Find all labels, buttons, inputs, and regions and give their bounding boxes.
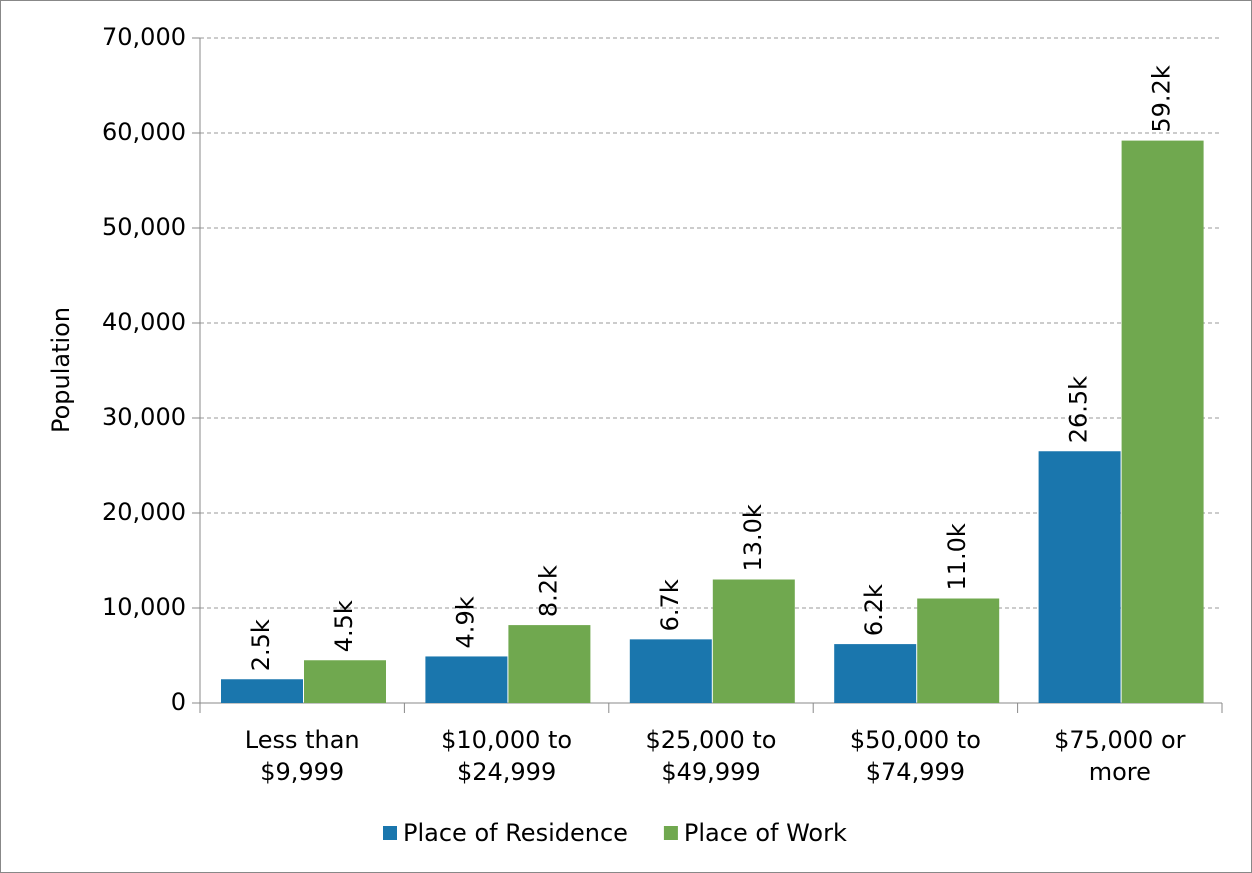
data-label: 2.5k (247, 619, 275, 671)
y-tick-label: 0 (171, 688, 186, 716)
data-label: 26.5k (1065, 376, 1093, 443)
x-tick-label: $75,000 or more (1054, 726, 1186, 786)
legend-swatch (663, 826, 678, 840)
data-label: 4.9k (451, 596, 479, 648)
x-tick-label: $25,000 to $49,999 (646, 726, 777, 786)
bar (508, 625, 591, 703)
data-label: 59.2k (1148, 65, 1176, 132)
bar (917, 598, 1000, 703)
legend-label: Place of Work (684, 819, 847, 847)
y-tick-label: 10,000 (102, 593, 186, 621)
y-axis-title: Population (47, 307, 75, 433)
bar (629, 639, 712, 703)
y-tick-label: 60,000 (102, 118, 186, 146)
legend-label: Place of Residence (403, 819, 628, 847)
bar (304, 660, 386, 703)
bar (834, 644, 917, 703)
x-tick-label: Less than $9,999 (245, 726, 360, 786)
data-label: 6.2k (860, 584, 888, 636)
y-tick-label: 40,000 (102, 308, 186, 336)
y-tick-label: 30,000 (102, 403, 186, 431)
data-label: 11.0k (943, 523, 971, 590)
bar (221, 679, 303, 703)
y-tick-label: 70,000 (102, 23, 186, 51)
bar (712, 579, 795, 703)
data-label: 8.2k (534, 565, 562, 617)
y-tick-label: 50,000 (102, 213, 186, 241)
data-label: 4.5k (330, 600, 358, 652)
bar (1121, 140, 1204, 704)
data-label: 6.7k (656, 579, 684, 631)
x-tick-label: $10,000 to $24,999 (441, 726, 572, 786)
y-tick-label: 20,000 (102, 498, 186, 526)
x-tick-label: $50,000 to $74,999 (850, 726, 981, 786)
bar (1038, 451, 1121, 703)
data-label: 13.0k (739, 504, 767, 571)
legend-swatch (383, 826, 397, 840)
bar (425, 656, 508, 703)
